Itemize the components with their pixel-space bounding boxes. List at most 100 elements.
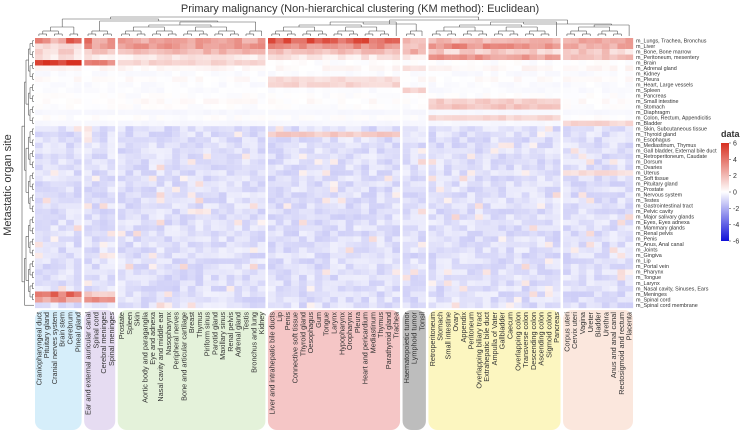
heatmap-cell (506, 104, 515, 110)
heatmap-cell (513, 38, 522, 44)
heatmap-cell (99, 296, 108, 303)
heatmap-cell (443, 181, 452, 187)
heatmap-cell (275, 93, 284, 99)
heatmap-cell (625, 109, 634, 116)
heatmap-cell (249, 104, 258, 110)
heatmap-cell (552, 263, 561, 270)
heatmap-cell (148, 203, 157, 209)
heatmap-cell (242, 225, 251, 232)
heatmap-cell (91, 54, 100, 61)
heatmap-cell (141, 181, 149, 187)
heatmap-cell (187, 258, 196, 265)
heatmap-cell (552, 148, 561, 154)
heatmap-cell (172, 65, 181, 72)
heatmap-cell (410, 241, 419, 248)
heatmap-cell (384, 197, 393, 204)
heatmap-cell (544, 285, 553, 292)
heatmap-cell (187, 214, 196, 220)
heatmap-cell (337, 170, 346, 176)
heatmap-cell (203, 291, 212, 298)
heatmap-cell (451, 280, 460, 287)
cluster-band (35, 310, 82, 430)
heatmap-cell (322, 71, 331, 77)
heatmap-cell (283, 274, 292, 281)
heatmap-cell (234, 247, 243, 254)
heatmap-cell (125, 131, 134, 138)
row-label: m_Skin, Subcutaneous tissue (636, 126, 707, 132)
heatmap-cell (117, 65, 126, 72)
heatmap-cell (42, 291, 51, 298)
heatmap-cell (428, 115, 437, 121)
heatmap-cell (107, 280, 116, 287)
heatmap-cell (513, 258, 522, 265)
heatmap-cell (141, 197, 149, 204)
heatmap-cell (187, 175, 196, 182)
heatmap-cell (125, 87, 134, 94)
heatmap-cell (73, 214, 82, 220)
heatmap-cell (35, 65, 43, 72)
column-label: Small intestine (443, 312, 452, 359)
heatmap-cell (299, 170, 307, 176)
heatmap-cell (376, 186, 385, 193)
heatmap-cell (141, 159, 149, 165)
heatmap-cell (314, 54, 323, 61)
heatmap-cell (66, 142, 75, 149)
heatmap-cell (257, 208, 266, 215)
heatmap-cell (42, 208, 51, 215)
heatmap-cell (275, 49, 284, 55)
heatmap-cell (172, 60, 181, 66)
heatmap-cell (467, 269, 476, 276)
heatmap-cell (410, 98, 419, 105)
heatmap-cell (544, 76, 553, 83)
heatmap-cell (218, 236, 227, 243)
heatmap-cell (257, 38, 266, 44)
heatmap-cell (306, 241, 315, 248)
heatmap-cell (443, 203, 452, 209)
heatmap-cell (179, 258, 188, 265)
heatmap-cell (513, 120, 522, 127)
column-label: Cervix uteri (570, 312, 579, 349)
heatmap-cell (203, 93, 212, 99)
heatmap-cell (234, 203, 243, 209)
heatmap-cell (475, 115, 483, 121)
heatmap-cell (99, 269, 108, 276)
heatmap-cell (570, 280, 579, 287)
heatmap-cell (107, 296, 116, 303)
heatmap-cell (249, 60, 258, 66)
heatmap-cell (187, 296, 196, 303)
heatmap-cell (234, 49, 243, 55)
heatmap-cell (148, 54, 157, 61)
heatmap-cell (376, 164, 385, 171)
heatmap-cell (361, 115, 370, 121)
heatmap-cell (330, 60, 339, 66)
heatmap-cell (179, 181, 188, 187)
heatmap-cell (418, 197, 427, 204)
column-label: Larynx (330, 312, 339, 334)
heatmap-cell (513, 148, 522, 154)
heatmap-cell (428, 285, 437, 292)
heatmap-cell (617, 142, 626, 149)
heatmap-cell (552, 252, 561, 259)
heatmap-cell (594, 252, 603, 259)
heatmap-cell (337, 302, 346, 309)
heatmap-cell (467, 60, 476, 66)
heatmap-cell (84, 241, 93, 248)
heatmap-cell (203, 142, 212, 149)
heatmap-cell (459, 225, 468, 232)
heatmap-cell (107, 82, 116, 88)
heatmap-cell (625, 263, 634, 270)
heatmap-cell (322, 252, 331, 259)
heatmap-cell (133, 164, 142, 171)
heatmap-cell (443, 230, 452, 237)
heatmap-cell (521, 126, 530, 132)
heatmap-cell (322, 214, 331, 220)
heatmap-cell (392, 164, 401, 171)
heatmap-cell (482, 87, 491, 94)
heatmap-cell (506, 137, 515, 143)
heatmap-cell (467, 197, 476, 204)
heatmap-cell (172, 230, 181, 237)
heatmap-cell (99, 65, 108, 72)
heatmap-cell (117, 54, 126, 61)
heatmap-cell (609, 120, 618, 127)
heatmap-cell (66, 131, 75, 138)
